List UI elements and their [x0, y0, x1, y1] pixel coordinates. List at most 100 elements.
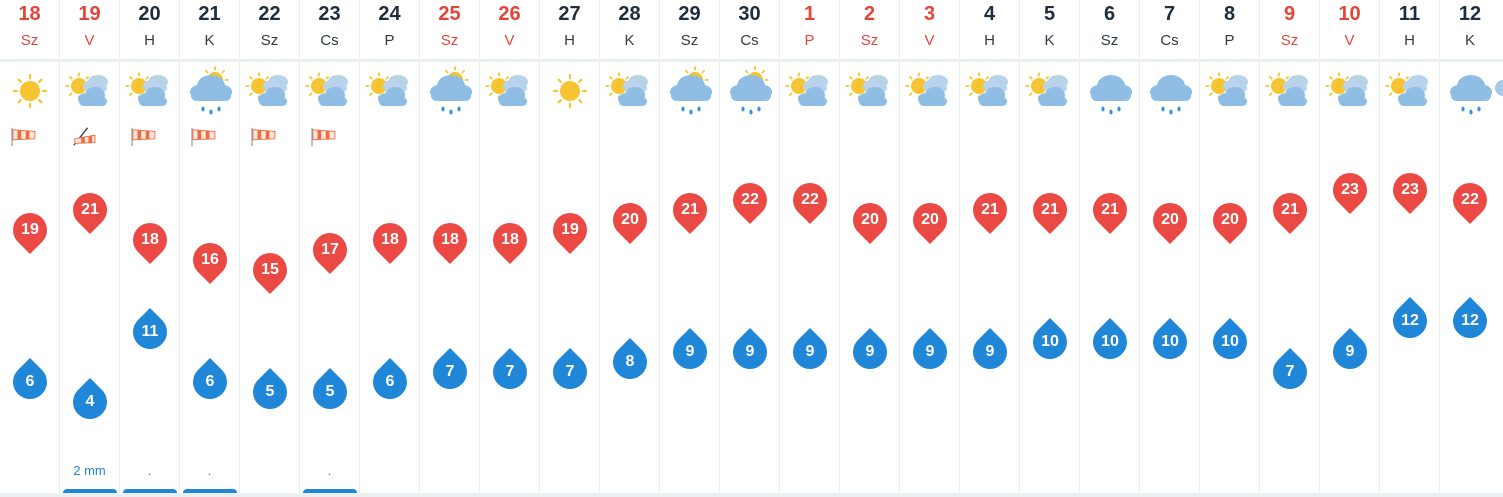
day-number: 24 [378, 3, 401, 25]
partly-cloudy-icon [485, 72, 528, 106]
rain-sun-icon [730, 66, 772, 115]
max-temp-pin: 19 [545, 205, 595, 257]
max-temp-pin: 16 [185, 236, 235, 287]
min-temp-drop: 12 [1385, 297, 1435, 348]
day-column[interactable]: 24 P 18 6 [360, 0, 420, 497]
max-temp-pin: 15 [245, 246, 295, 297]
day-column[interactable]: 7 Cs 20 10 [1140, 0, 1200, 497]
max-temp-pin: 21 [1025, 185, 1075, 237]
min-temp-drop: 10 [1085, 317, 1135, 369]
max-temp-pin: 18 [425, 216, 475, 267]
day-column[interactable]: 9 Sz 21 7 [1260, 0, 1320, 497]
max-temp-value: 19 [21, 221, 39, 238]
max-temp-pin: 21 [665, 185, 715, 237]
precip-amount: 2 mm [73, 463, 106, 478]
day-column[interactable]: 3 V 20 9 [900, 0, 960, 497]
day-column[interactable]: 26 V 18 7 [480, 0, 540, 497]
min-temp-drop: 10 [1205, 317, 1255, 369]
weekday-abbr: Sz [20, 32, 39, 49]
max-temp-value: 21 [1281, 200, 1299, 218]
max-temp-pin: 21 [1085, 185, 1135, 237]
partly-cloudy-icon [965, 72, 1008, 106]
day-column[interactable]: 4 H 21 9 [960, 0, 1020, 497]
day-column[interactable]: 30 Cs 22 9 [720, 0, 780, 497]
partly-cloudy-icon [65, 72, 108, 106]
max-temp-value: 20 [621, 210, 639, 228]
sunny-icon [552, 73, 588, 109]
day-number: 23 [318, 3, 341, 25]
day-column[interactable]: 27 H 19 7 [540, 0, 600, 497]
min-temp-drop: 9 [665, 327, 715, 379]
max-temp-value: 20 [1161, 210, 1179, 228]
partly-cloudy-icon [1025, 72, 1068, 106]
day-number: 29 [678, 3, 701, 25]
day-column[interactable]: 23 Cs 17 5. [300, 0, 360, 497]
day-column[interactable]: 25 Sz 18 7 [420, 0, 480, 497]
weekday-abbr: H [564, 32, 575, 49]
day-column[interactable]: 8 P 20 10 [1200, 0, 1260, 497]
partly-cloudy-icon [1385, 72, 1428, 106]
min-temp-drop: 12 [1445, 297, 1495, 348]
rain-cloud-icon [1150, 75, 1192, 115]
min-temp-drop: 7 [545, 347, 595, 399]
max-temp-value: 20 [861, 210, 879, 228]
max-temp-value: 22 [801, 190, 819, 208]
min-temp-drop: 4 [65, 378, 115, 429]
min-temp-value: 11 [141, 322, 159, 340]
day-column[interactable]: 18 Sz 19 6 [0, 0, 60, 497]
rain-sun-icon [670, 66, 712, 115]
min-temp-drop: 7 [1265, 347, 1315, 399]
day-number: 10 [1338, 3, 1361, 25]
min-temp-value: 7 [1285, 362, 1295, 380]
partly-cloudy-icon [785, 72, 828, 106]
day-number: 28 [618, 3, 641, 25]
weekday-abbr: Sz [260, 32, 279, 49]
min-temp-drop: 9 [1325, 327, 1375, 379]
max-temp-pin: 20 [605, 195, 655, 247]
partly-cloudy-icon [905, 72, 948, 106]
day-column[interactable]: 6 Sz 21 10 [1080, 0, 1140, 497]
day-column[interactable]: 2 Sz 20 9 [840, 0, 900, 497]
max-temp-value: 20 [921, 210, 939, 228]
max-temp-pin: 21 [965, 185, 1015, 237]
day-number: 1 [803, 3, 816, 25]
wind-direction-icon [73, 127, 96, 146]
max-temp-value: 21 [681, 200, 699, 218]
min-temp-value: 7 [565, 362, 575, 380]
min-temp-drop: 5 [305, 368, 355, 419]
day-column[interactable]: 21 K 16 6. [180, 0, 240, 497]
day-column[interactable]: 10 V 23 9 [1320, 0, 1380, 497]
day-column[interactable]: 28 K 20 8 [600, 0, 660, 497]
max-temp-pin: 19 [5, 205, 55, 257]
weekday-abbr: Sz [1280, 32, 1299, 49]
weekday-abbr: P [384, 32, 395, 49]
rain-sun-icon [190, 66, 232, 115]
precip-amount: . [147, 463, 152, 478]
min-temp-drop: 11 [125, 307, 175, 359]
day-column[interactable]: 1 P 22 9 [780, 0, 840, 497]
min-temp-drop: 9 [905, 327, 955, 379]
day-number: 7 [1163, 3, 1176, 25]
day-column[interactable]: 22 Sz 15 5 [240, 0, 300, 497]
day-column[interactable]: 5 K 21 10 [1020, 0, 1080, 497]
partly-cloudy-icon [1325, 72, 1368, 106]
windsock-icon [191, 127, 216, 147]
partly-cloudy-icon [605, 72, 648, 106]
min-temp-drop: 9 [845, 327, 895, 379]
min-temp-drop: 6 [365, 357, 415, 409]
min-temp-value: 9 [805, 342, 815, 360]
max-temp-pin: 22 [725, 175, 775, 227]
max-temp-pin: 20 [1145, 195, 1195, 247]
day-column[interactable]: 20 H 18 11. [120, 0, 180, 497]
min-temp-drop: 7 [485, 347, 535, 399]
min-temp-value: 12 [1461, 312, 1479, 330]
day-number: 2 [863, 3, 876, 25]
day-column[interactable]: 29 Sz 21 9 [660, 0, 720, 497]
day-number: 18 [18, 3, 41, 25]
max-temp-pin: 22 [785, 175, 835, 227]
day-column[interactable]: 11 H 23 12 [1380, 0, 1440, 497]
day-column[interactable]: 12 K 22 12 [1440, 0, 1500, 497]
day-column[interactable]: 19 V 21 4 2 mm [60, 0, 120, 497]
min-temp-drop: 9 [785, 327, 835, 379]
max-temp-value: 20 [1221, 210, 1239, 228]
